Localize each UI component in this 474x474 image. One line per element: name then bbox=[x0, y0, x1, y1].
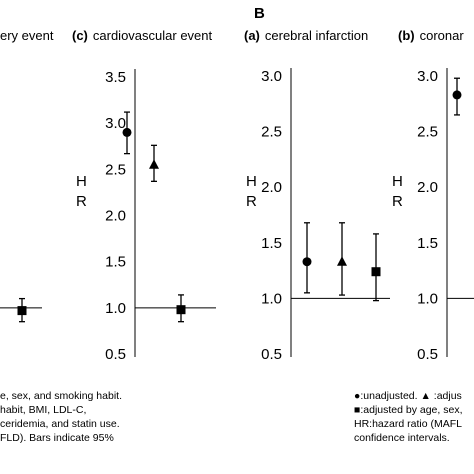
coronary-y-tick-label: 1.5 bbox=[417, 235, 438, 252]
coronary-y-tick-label: 2.5 bbox=[417, 124, 438, 141]
footnote-left-line-1: e, sex, and smoking habit. bbox=[0, 390, 122, 402]
y-axis-label-cardio: H R bbox=[76, 173, 87, 210]
y-axis-label-coronary: H R bbox=[392, 173, 403, 210]
cardio-y-tick-label: 2.0 bbox=[105, 208, 126, 225]
y-axis-label-cerebral: H R bbox=[246, 173, 257, 210]
plot-layer: 0.5 1.0 1.5 2.0 2.5 3.0 3.5 0.5 1.0 1.5 2.0 2.5 3.0 0… bbox=[0, 68, 474, 363]
panel-title-left-partial: ery event bbox=[0, 28, 54, 43]
coronary-y-tick-label: 3.0 bbox=[417, 68, 438, 85]
cerebral-y-tick-label: 2.5 bbox=[261, 124, 282, 141]
legend-square-text: :adjusted by age, sex, bbox=[360, 404, 462, 416]
y-axis-label-cardio-h: H bbox=[76, 173, 87, 190]
y-axis-label-coronary-r: R bbox=[392, 193, 403, 210]
coronary-y-tick-label: 1.0 bbox=[417, 290, 438, 307]
footnote-left: e, sex, and smoking habit. habit, BMI, L… bbox=[0, 390, 122, 444]
panel-name-cerebral: cerebral infarction bbox=[265, 28, 368, 43]
cardio-y-tick-label: 0.5 bbox=[105, 346, 126, 363]
cardio-y-tick-label: 2.5 bbox=[105, 161, 126, 178]
y-axis-label-cardio-r: R bbox=[76, 193, 87, 210]
panel-name-coronary: coronar bbox=[420, 28, 465, 43]
panel-name-cardio: cardiovascular event bbox=[93, 28, 213, 43]
cerebral-y-tick-label: 0.5 bbox=[261, 346, 282, 363]
cerebral-y-tick-label: 3.0 bbox=[261, 68, 282, 85]
legend-circle-symbol: ● bbox=[354, 390, 360, 402]
footnote-left-line-4: FLD). Bars indicate 95% bbox=[0, 432, 114, 444]
footnote-right-line-2: ■:adjusted by age, sex, bbox=[354, 404, 463, 416]
cerebral-y-tick-label: 2.0 bbox=[261, 179, 282, 196]
cerebral-y-tick-label: 1.0 bbox=[261, 290, 282, 307]
cardio-point-triangle bbox=[149, 159, 159, 169]
y-axis-label-cerebral-h: H bbox=[246, 173, 257, 190]
footnote-left-line-3: ceridemia, and statin use. bbox=[0, 418, 120, 430]
panel-letter-cardio: (c) bbox=[72, 28, 88, 43]
coronary-y-tick-label: 2.0 bbox=[417, 179, 438, 196]
panel-title-cerebral: (a) cerebral infarction bbox=[244, 28, 368, 43]
coronary-point-circle bbox=[452, 90, 462, 100]
footnote-right-line-4: confidence intervals. bbox=[354, 432, 450, 444]
panel-letter-coronary: (b) bbox=[398, 28, 415, 43]
section-label-b: B bbox=[254, 5, 265, 22]
footnote-right-line-1: ●:unadjusted. ▲ :adjus bbox=[354, 390, 462, 402]
y-axis-label-coronary-h: H bbox=[392, 173, 403, 190]
panel-letter-cerebral: (a) bbox=[244, 28, 260, 43]
cardio-y-tick-label: 1.5 bbox=[105, 254, 126, 271]
cardio-y-tick-label: 3.0 bbox=[105, 115, 126, 132]
left_partial-point-square bbox=[17, 306, 27, 316]
cardio-point-square bbox=[176, 305, 186, 315]
legend-square-symbol: ■ bbox=[354, 404, 360, 416]
y-axis-label-cerebral-r: R bbox=[246, 193, 257, 210]
panel-title-coronary: (b) coronar bbox=[398, 28, 464, 43]
footnote-right-line-3: HR:hazard ratio (MAFL bbox=[354, 418, 462, 430]
legend-circle-text: :unadjusted. ▲ :adjus bbox=[360, 390, 461, 402]
cardio-y-tick-label: 1.0 bbox=[105, 300, 126, 317]
cerebral-y-tick-label: 1.5 bbox=[261, 235, 282, 252]
cerebral-point-triangle bbox=[337, 256, 347, 266]
cardio-point-circle bbox=[122, 127, 132, 137]
coronary-y-tick-label: 0.5 bbox=[417, 346, 438, 363]
cardio-y-tick-label: 3.5 bbox=[105, 69, 126, 86]
cerebral-point-square bbox=[371, 267, 381, 277]
cerebral-point-circle bbox=[302, 257, 312, 267]
footnote-right: ●:unadjusted. ▲ :adjus ■:adjusted by age… bbox=[354, 390, 463, 444]
panel-title-cardio: (c) cardiovascular event bbox=[72, 28, 213, 43]
footnote-left-line-2: habit, BMI, LDL-C, bbox=[0, 404, 86, 416]
